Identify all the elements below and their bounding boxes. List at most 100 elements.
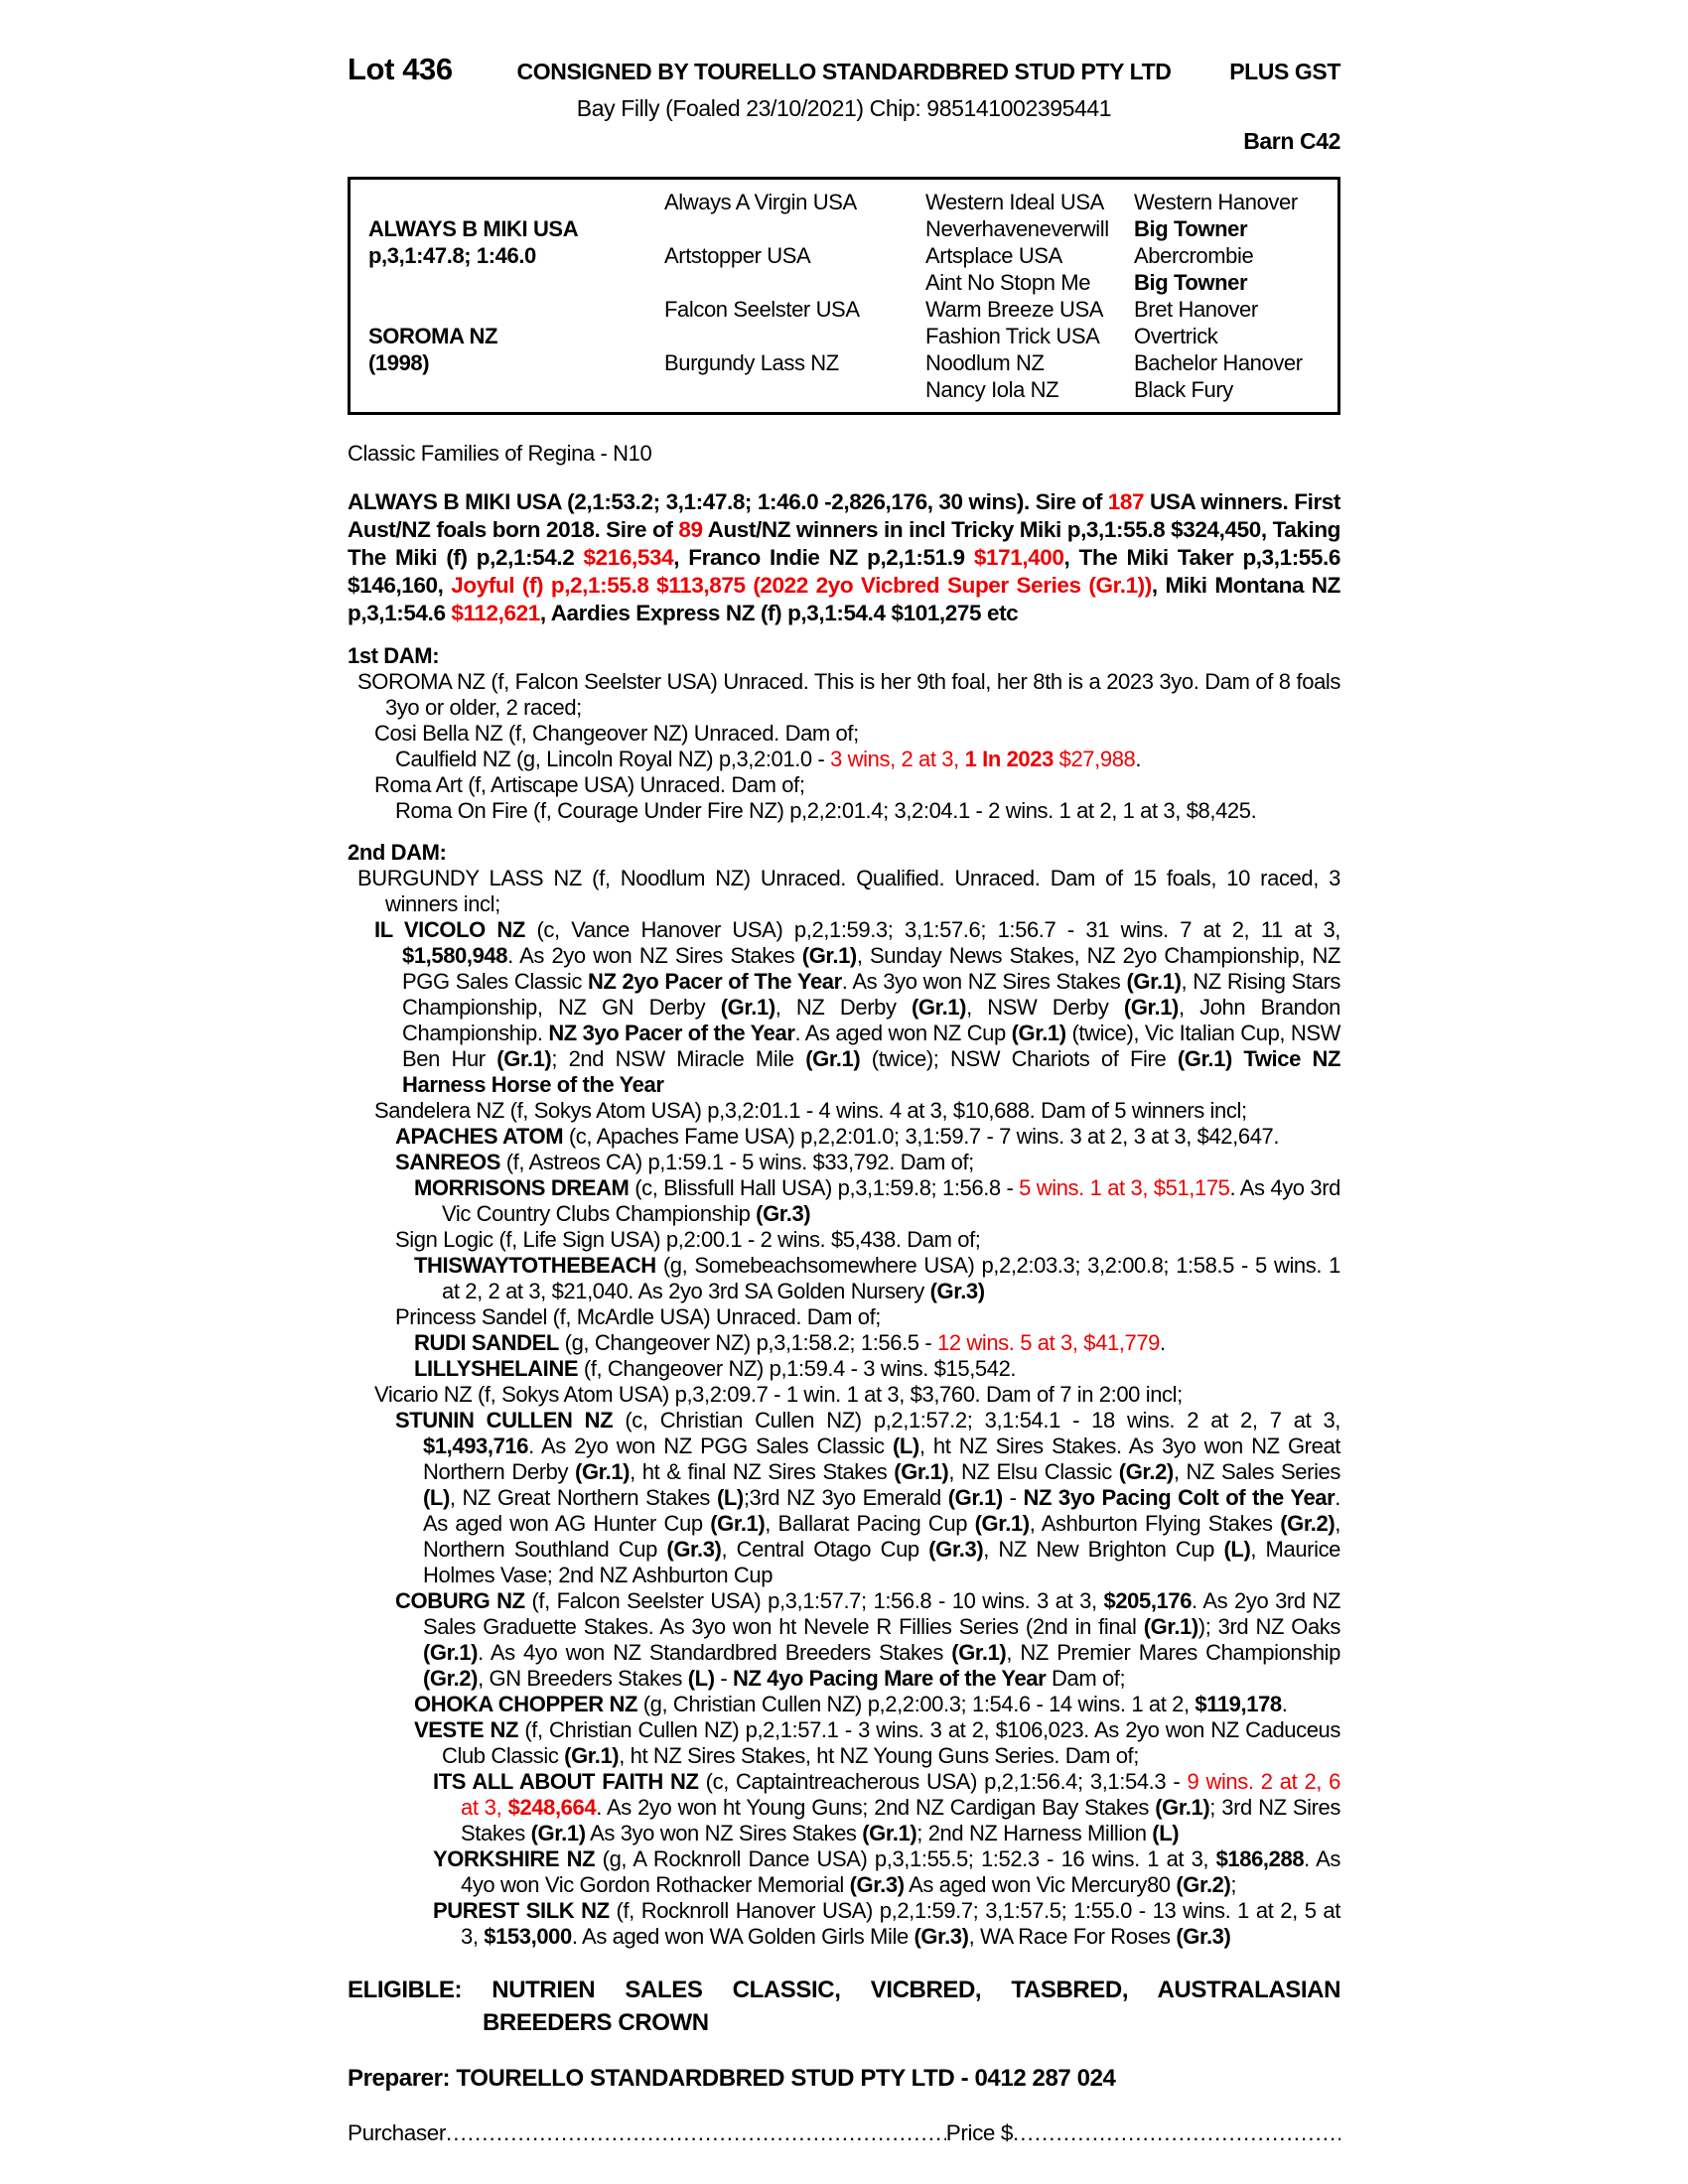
text-run: COBURG NZ — [395, 1588, 525, 1613]
text-run: (twice); NSW Chariots of Fire — [860, 1046, 1178, 1071]
text-run: $248,664 — [507, 1795, 597, 1820]
text-run: (Gr.1) — [710, 1511, 766, 1536]
text-run: (Gr.1) — [951, 1640, 1007, 1665]
pedigree-cell: Neverhaveneverwill — [925, 216, 1109, 241]
purchaser-line: Purchaser ..............................… — [348, 2120, 1340, 2146]
pedigree-cell: Falcon Seelster USA — [664, 297, 860, 322]
family-entry: IL VICOLO NZ (c, Vance Hanover USA) p,2,… — [348, 917, 1340, 1098]
text-run: , NZ Sales Series — [1173, 1459, 1341, 1484]
pedigree-cell: Black Fury — [1134, 377, 1233, 402]
text-run: IL VICOLO NZ — [374, 917, 525, 942]
text-run: , GN Breeders Stakes — [478, 1666, 688, 1691]
text-run: (g, Somebeachsomewhere USA) p,2,2:03.3; … — [442, 1253, 1340, 1303]
pedigree-cell: Overtrick — [1134, 324, 1218, 348]
text-run: As aged won Vic Mercury80 — [904, 1872, 1177, 1897]
family-entry: LILLYSHELAINE (f, Changeover NZ) p,1:59.… — [348, 1356, 1340, 1382]
eligibility-line-1: ELIGIBLE: NUTRIEN SALES CLASSIC, VICBRED… — [348, 1977, 1340, 2003]
text-run: (Gr.3) — [666, 1537, 722, 1562]
text-run: 89 — [678, 517, 703, 542]
pedigree-cell: (1998) — [368, 350, 430, 375]
dam-section-header: 2nd DAM: — [348, 840, 447, 865]
text-run: (L) — [892, 1433, 919, 1458]
pedigree-cell: Noodlum NZ — [925, 350, 1045, 375]
text-run: 187 — [1107, 489, 1145, 514]
text-run: (c, Vance Hanover USA) p,2,1:59.3; 3,1:5… — [524, 917, 1340, 942]
pedigree-cell: p,3,1:47.8; 1:46.0 — [368, 243, 536, 268]
family-sections: 1st DAM: SOROMA NZ (f, Falcon Seelster US… — [348, 643, 1340, 1950]
pedigree-table: Always A Virgin USA Western Ideal USA West… — [348, 177, 1340, 415]
pedigree-cell: Bret Hanover — [1134, 297, 1258, 322]
text-run: ); 3rd NZ Oaks — [1197, 1614, 1341, 1639]
text-run: (Gr.1) — [423, 1640, 479, 1665]
text-run: (Gr.2) — [423, 1666, 479, 1691]
text-run: , ht & final NZ Sires Stakes — [630, 1459, 895, 1484]
text-run: APACHES ATOM — [395, 1124, 564, 1149]
text-run: $153,000 — [484, 1924, 572, 1949]
text-run: Sandelera NZ (f, Sokys Atom USA) p,3,2:0… — [374, 1098, 1247, 1123]
text-run: $112,621 — [451, 601, 540, 625]
pedigree-cell: Big Towner — [1134, 216, 1248, 241]
pedigree-cell: Burgundy Lass NZ — [664, 350, 839, 375]
family-entry: Roma Art (f, Artiscape USA) Unraced. Dam… — [348, 772, 1340, 798]
family-entry: PUREST SILK NZ (f, Rocknroll Hanover USA… — [348, 1898, 1340, 1950]
text-run: (Gr.1) — [801, 943, 857, 968]
price-label: Price $ — [945, 2120, 1014, 2145]
family-entry: Sign Logic (f, Life Sign USA) p,2:00.1 -… — [348, 1227, 1340, 1253]
text-run: (c, Captaintreacherous USA) p,2,1:56.4; … — [698, 1769, 1188, 1794]
text-run: (c, Christian Cullen NZ) p,2,1:57.2; 3,1… — [613, 1408, 1340, 1433]
pedigree-cell — [664, 269, 925, 296]
pedigree-cell: Warm Breeze USA — [925, 297, 1104, 322]
text-run: (L) — [1223, 1537, 1251, 1562]
eligibility-note: ELIGIBLE: NUTRIEN SALES CLASSIC, VICBRED… — [348, 1974, 1340, 2039]
text-run: (L) — [687, 1666, 715, 1691]
text-run: ITS ALL ABOUT FAITH NZ — [433, 1769, 699, 1794]
pedigree-cell: Artstopper USA — [664, 243, 811, 268]
text-run: (Gr.1) — [530, 1821, 586, 1845]
eligibility-line-2: BREEDERS CROWN — [483, 2009, 709, 2036]
text-run: (Gr.1) — [862, 1821, 917, 1845]
family-entry: Vicario NZ (f, Sokys Atom USA) p,3,2:09.… — [348, 1382, 1340, 1408]
classic-families-line: Classic Families of Regina - N10 — [348, 441, 652, 466]
text-run: (Gr.1) — [1011, 1021, 1066, 1045]
pedigree-cell: Nancy Iola NZ — [925, 377, 1059, 402]
text-run: , Maurice Holmes Vase; 2nd NZ Ashburton … — [423, 1537, 1341, 1587]
pedigree-cell: Fashion Trick USA — [925, 324, 1100, 348]
text-run: $1,493,716 — [423, 1433, 529, 1458]
page-content: Lot 436 CONSIGNED BY TOURELLO STANDARDBR… — [348, 52, 1340, 2146]
text-run: , Franco Indie NZ p,2,1:51.9 — [673, 545, 974, 570]
family-entry: STUNIN CULLEN NZ (c, Christian Cullen NZ… — [348, 1408, 1340, 1588]
consignor-line: CONSIGNED BY TOURELLO STANDARDBRED STUD … — [516, 59, 1172, 84]
text-run: , Ashburton Flying Stakes — [1029, 1511, 1281, 1536]
text-run: - — [1002, 1485, 1024, 1510]
text-run: , ht NZ Sires Stakes. As 3yo won NZ Grea… — [423, 1433, 1340, 1484]
pedigree-cell — [368, 269, 664, 296]
family-entry: THISWAYTOTHEBEACH (g, Somebeachsomewhere… — [348, 1253, 1340, 1304]
pedigree-cell: ALWAYS B MIKI USA — [368, 216, 579, 241]
text-run: (Gr.1) — [575, 1459, 631, 1484]
pedigree-cell — [664, 215, 925, 242]
text-run: . As 2yo won NZ Sires Stakes — [507, 943, 802, 968]
text-run: (Gr.1) — [496, 1046, 552, 1071]
pedigree-cell: Always A Virgin USA — [664, 190, 857, 214]
text-run: (Gr.1) — [720, 995, 775, 1020]
dam-section-header: 1st DAM: — [348, 643, 440, 668]
family-entry: VESTE NZ (f, Christian Cullen NZ) p,2,1:… — [348, 1717, 1340, 1769]
dotted-leader: ........................................… — [1013, 2120, 1340, 2145]
text-run: $1,580,948 — [402, 943, 508, 968]
family-entry: OHOKA CHOPPER NZ (g, Christian Cullen NZ… — [348, 1692, 1340, 1717]
text-run: (Gr.1) — [805, 1046, 861, 1071]
text-run: YORKSHIRE NZ — [433, 1846, 596, 1871]
family-entry: APACHES ATOM (c, Apaches Fame USA) p,2,2… — [348, 1124, 1340, 1150]
text-run: . — [1135, 747, 1142, 771]
text-run: (Gr.1) — [912, 995, 967, 1020]
text-run: (Gr.2) — [1176, 1872, 1231, 1897]
text-run: . — [1160, 1330, 1166, 1355]
text-run: VESTE NZ — [414, 1717, 518, 1742]
text-run: (L) — [423, 1485, 450, 1510]
text-run: (Gr.1) — [1126, 969, 1182, 994]
family-entry: COBURG NZ (f, Falcon Seelster USA) p,3,1… — [348, 1588, 1340, 1692]
page-header: Lot 436 CONSIGNED BY TOURELLO STANDARDBR… — [348, 52, 1340, 155]
purchaser-label: Purchaser — [348, 2120, 446, 2145]
text-run: . As aged won WA Golden Girls Mile — [571, 1924, 914, 1949]
